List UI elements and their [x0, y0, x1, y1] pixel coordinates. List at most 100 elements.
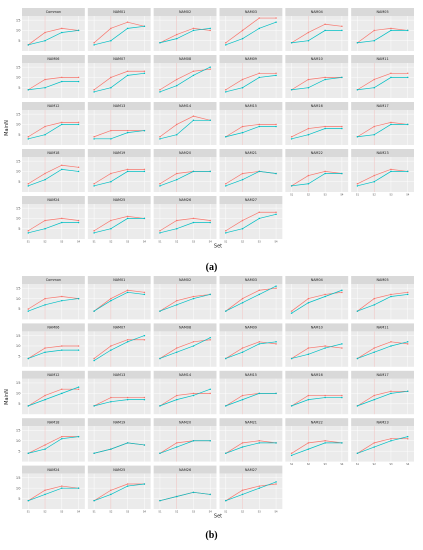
data-point — [290, 136, 293, 138]
facet-title: NAM17 — [377, 373, 389, 377]
data-point — [275, 125, 277, 128]
facet-title: NAM09 — [245, 57, 257, 61]
data-point — [143, 334, 146, 337]
facet-strip — [285, 323, 349, 332]
facet-strip — [153, 465, 217, 474]
data-point — [258, 485, 261, 487]
facet-strip — [219, 196, 283, 204]
facet-nam17: NAM17 — [351, 102, 414, 145]
facet-strip — [22, 276, 85, 284]
plot-background — [153, 157, 217, 192]
data-point — [175, 123, 178, 126]
data-point — [143, 293, 146, 296]
data-point — [209, 68, 211, 70]
data-point — [275, 343, 277, 345]
data-point — [44, 178, 46, 181]
data-point — [159, 499, 161, 502]
facet-title: NAM18 — [47, 420, 59, 424]
plot-background — [351, 16, 414, 51]
data-point — [61, 168, 63, 171]
plot-background — [87, 378, 151, 415]
data-point — [406, 72, 409, 75]
data-point — [27, 183, 30, 185]
data-point — [192, 217, 195, 220]
data-point — [61, 80, 63, 83]
data-point — [192, 345, 195, 347]
y-tick-label: 15 — [16, 159, 21, 163]
data-point — [77, 487, 80, 489]
facet-nam08: NAM08 — [153, 323, 217, 367]
data-point — [44, 347, 46, 349]
facet-nam13: NAM13 — [87, 102, 151, 145]
data-point — [61, 217, 63, 220]
data-point — [77, 121, 80, 124]
plot-background — [219, 426, 283, 462]
data-point — [175, 37, 178, 40]
data-point — [93, 185, 95, 187]
data-point — [44, 448, 46, 450]
facet-common: Common 5 10 15 — [16, 8, 85, 51]
data-point — [324, 347, 326, 349]
series-line-2 — [357, 341, 408, 359]
facet-title: NAM08 — [179, 57, 191, 61]
data-point — [307, 127, 310, 130]
x-tick-label: S4 — [143, 241, 147, 244]
x-axis-title: Set — [214, 244, 222, 250]
data-point — [44, 125, 46, 128]
data-point — [275, 287, 277, 289]
data-point — [143, 396, 146, 399]
facet-strip — [22, 102, 85, 110]
data-point — [241, 442, 244, 444]
series-line-1 — [93, 289, 145, 312]
y-tick-label: 15 — [16, 476, 21, 480]
x-tick-label: S2 — [109, 241, 113, 244]
facet-strip — [87, 370, 151, 379]
facet-strip — [351, 323, 414, 332]
facet-title: NAM19 — [113, 151, 125, 155]
data-point — [307, 31, 310, 34]
facet-title: NAM01 — [113, 10, 125, 14]
series-line-2 — [159, 28, 211, 44]
data-point — [143, 70, 146, 72]
data-point — [192, 29, 195, 32]
facet-title: NAM08 — [179, 326, 191, 330]
facet-strip — [87, 323, 151, 332]
data-point — [290, 89, 293, 91]
data-point — [44, 489, 46, 492]
data-point — [406, 435, 409, 438]
data-point — [373, 446, 375, 448]
plot-background — [351, 110, 414, 145]
plot-background — [285, 331, 349, 367]
data-point — [406, 291, 409, 294]
data-point — [341, 76, 343, 79]
data-point — [373, 394, 375, 397]
facet-strip — [153, 370, 217, 379]
data-point — [159, 452, 161, 455]
data-point — [209, 119, 211, 122]
data-point — [110, 400, 112, 403]
data-point — [192, 221, 195, 224]
data-point — [192, 119, 195, 122]
data-point — [275, 483, 277, 485]
data-point — [77, 76, 80, 79]
series-line-2 — [94, 72, 145, 93]
data-point — [209, 219, 211, 222]
series-line-1 — [159, 68, 211, 91]
data-point — [192, 170, 195, 173]
x-tick-label: S4 — [143, 511, 147, 514]
series-line-1 — [159, 115, 211, 138]
data-point — [143, 25, 146, 28]
facet-strip — [285, 149, 349, 157]
y-tick-label: 15 — [16, 18, 21, 22]
facet-nam02: NAM02 — [153, 276, 217, 320]
data-point — [126, 27, 129, 30]
series-line-1 — [291, 171, 342, 187]
data-point — [324, 29, 326, 32]
data-point — [175, 219, 178, 222]
facet-title: NAM25 — [113, 198, 125, 202]
data-point — [390, 72, 392, 75]
series-line-2 — [357, 171, 408, 187]
data-point — [390, 437, 392, 440]
data-point — [390, 121, 392, 124]
x-tick-label: S3 — [60, 511, 64, 514]
